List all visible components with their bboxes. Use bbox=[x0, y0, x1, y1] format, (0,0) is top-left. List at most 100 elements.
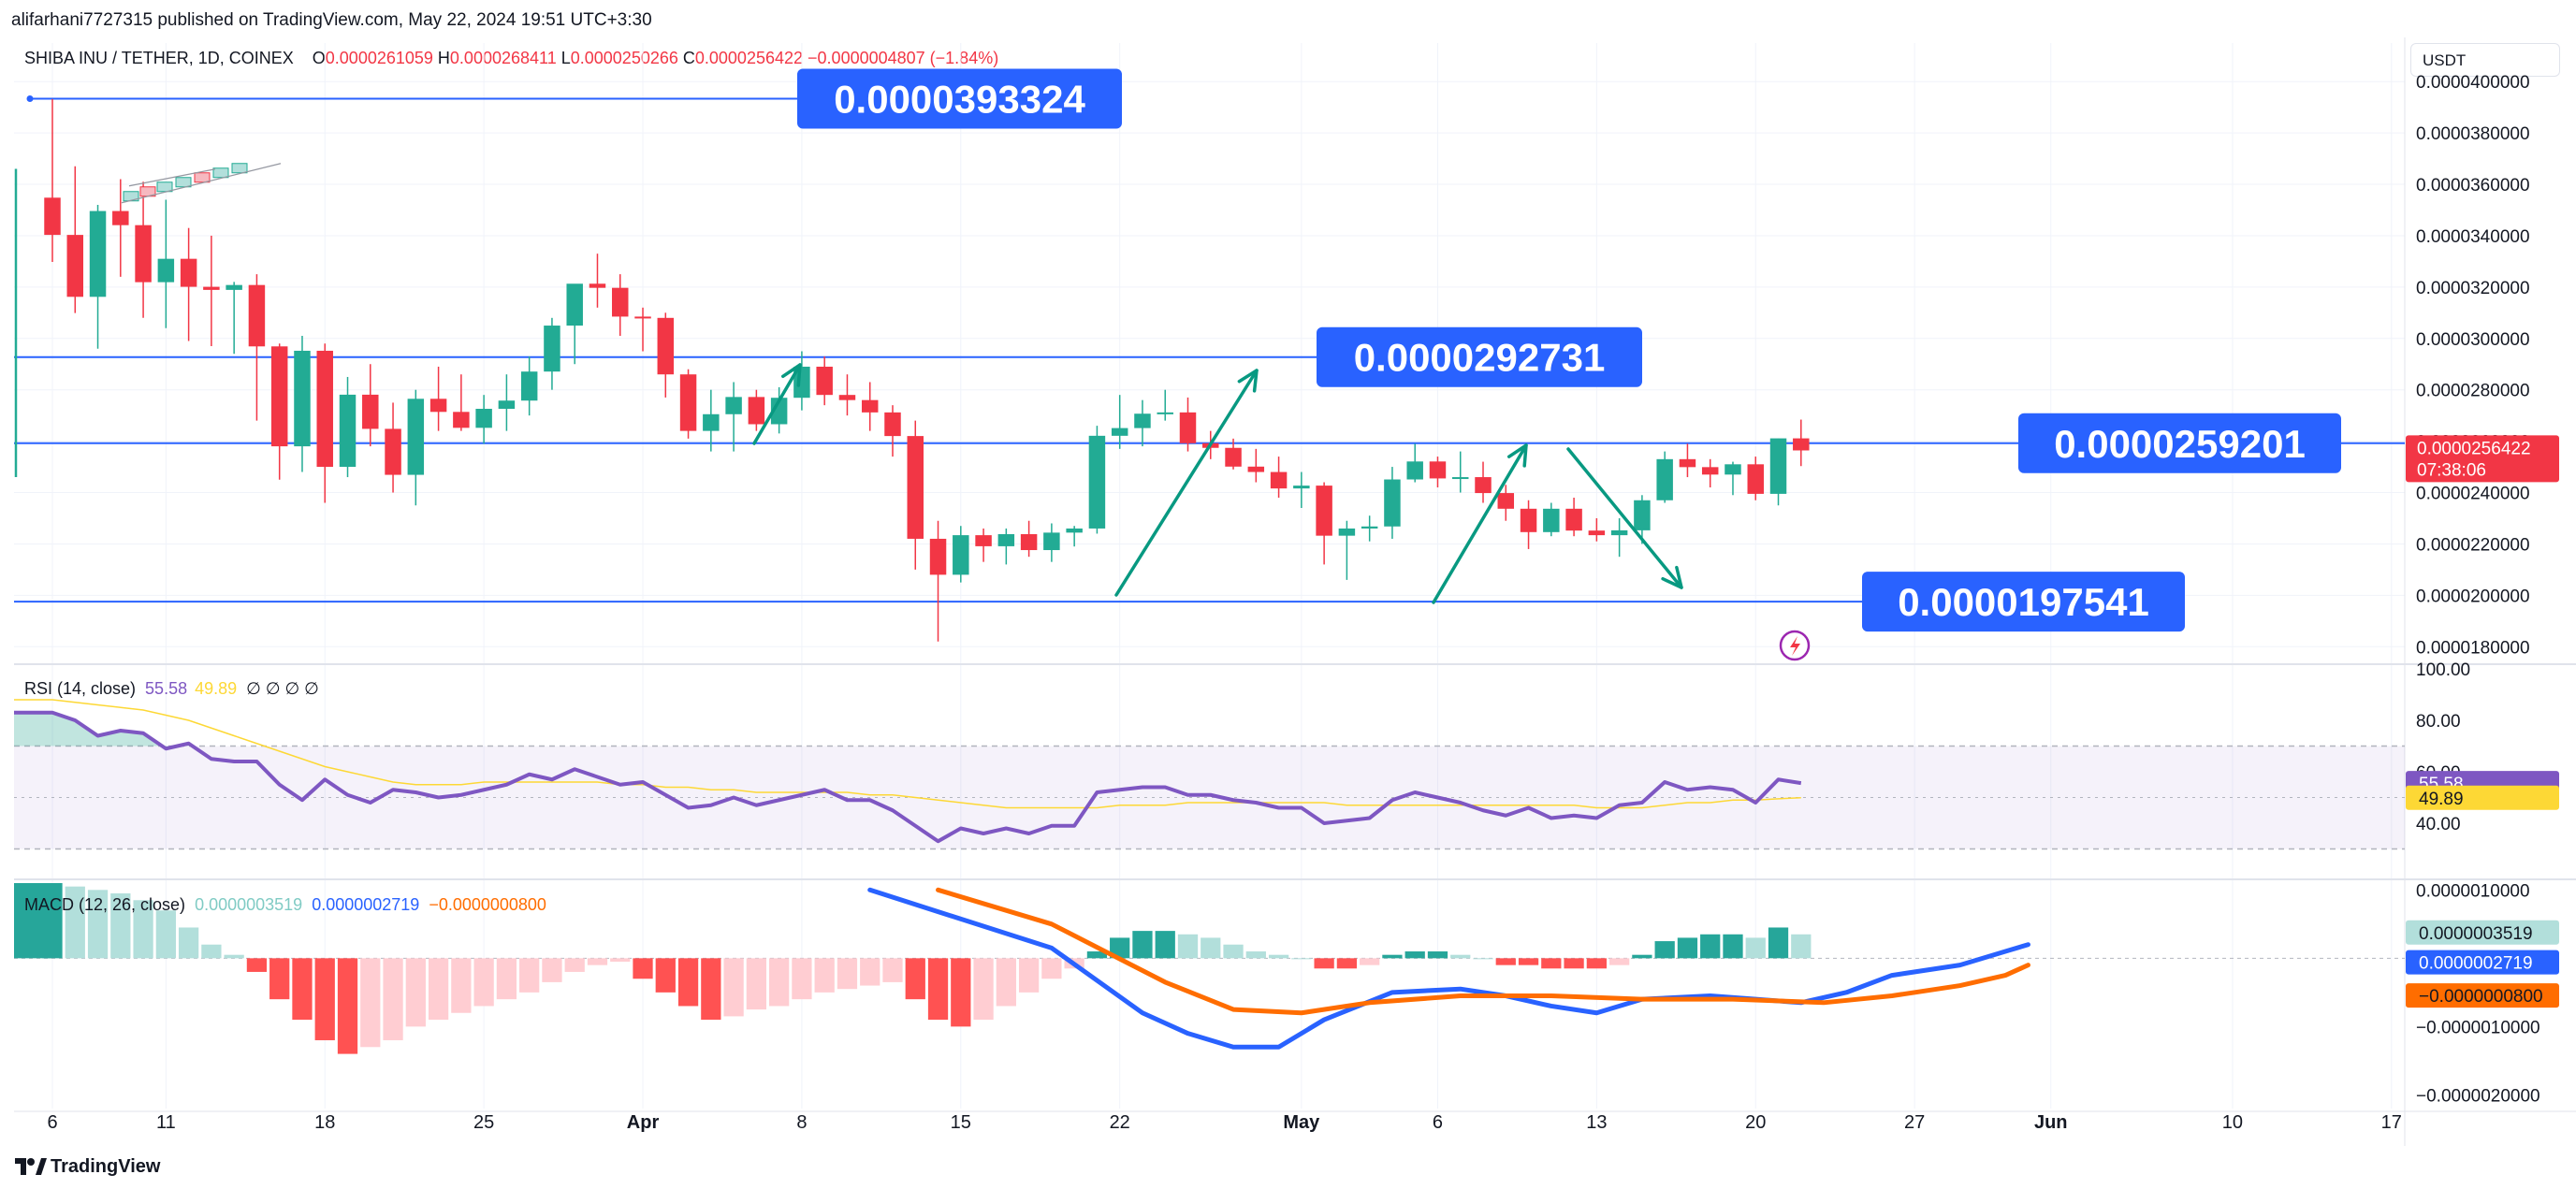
candle-body[interactable] bbox=[612, 287, 629, 317]
candle-body[interactable] bbox=[953, 535, 969, 575]
candle-body[interactable] bbox=[770, 398, 788, 425]
candle-body[interactable] bbox=[203, 286, 220, 290]
candle-body[interactable] bbox=[157, 258, 175, 283]
candle-body[interactable] bbox=[725, 397, 742, 414]
candle-body[interactable] bbox=[1452, 477, 1469, 480]
candle-body[interactable] bbox=[1134, 413, 1151, 428]
candle-body[interactable] bbox=[1111, 428, 1128, 436]
level-label-box[interactable] bbox=[797, 68, 1122, 129]
candle-body[interactable] bbox=[1293, 486, 1310, 489]
candle-body[interactable] bbox=[1066, 528, 1083, 533]
level-label-box[interactable] bbox=[1862, 572, 2185, 632]
candle-body[interactable] bbox=[498, 400, 516, 410]
candle-body[interactable] bbox=[1020, 534, 1038, 551]
candle-body[interactable] bbox=[748, 397, 765, 425]
candle-body[interactable] bbox=[44, 197, 61, 236]
level-label-box[interactable] bbox=[2018, 413, 2341, 473]
candle-body[interactable] bbox=[135, 225, 152, 283]
candle-body[interactable] bbox=[861, 399, 879, 413]
candle-body[interactable] bbox=[1361, 526, 1378, 529]
candle-body[interactable] bbox=[1610, 529, 1628, 536]
candle-body[interactable] bbox=[1475, 477, 1492, 494]
trend-arrow[interactable] bbox=[1566, 447, 1683, 589]
candle-body[interactable] bbox=[975, 535, 992, 546]
level-label-box[interactable] bbox=[1317, 326, 1642, 387]
candle-body[interactable] bbox=[816, 366, 833, 396]
candle-body[interactable] bbox=[1088, 435, 1106, 529]
candle-body[interactable] bbox=[634, 316, 651, 319]
candle-body[interactable] bbox=[1747, 464, 1764, 494]
symbol-title[interactable]: SHIBA INU / TETHER, 1D, COINEX bbox=[24, 49, 294, 67]
candle-body[interactable] bbox=[1656, 458, 1673, 500]
candle-body[interactable] bbox=[429, 399, 447, 413]
time-axis[interactable]: 6 11 18 25 Apr 8 15 22 May 6 13 20 27 Jun 10 17 bbox=[47, 1112, 2401, 1133]
candle-body[interactable] bbox=[339, 394, 357, 468]
trend-arrow[interactable] bbox=[752, 363, 802, 445]
macd-line[interactable] bbox=[867, 887, 2030, 1050]
candlestick-series[interactable] bbox=[14, 98, 1810, 642]
candle-body[interactable] bbox=[475, 409, 492, 428]
candle-body[interactable] bbox=[180, 258, 197, 287]
candle-body[interactable] bbox=[1543, 508, 1560, 532]
candle-body[interactable] bbox=[1179, 412, 1197, 443]
candle-body[interactable] bbox=[453, 412, 470, 428]
candle-body[interactable] bbox=[1565, 508, 1582, 531]
candle-body[interactable] bbox=[1701, 467, 1719, 475]
candle-body[interactable] bbox=[1225, 447, 1242, 467]
candle-body[interactable] bbox=[1406, 461, 1423, 480]
horizontal-levels[interactable] bbox=[14, 95, 2405, 603]
candle-body[interactable] bbox=[362, 394, 379, 429]
candle-body[interactable] bbox=[566, 283, 583, 326]
candle-body[interactable] bbox=[544, 326, 560, 372]
candle-body[interactable] bbox=[1429, 461, 1447, 479]
candle-body[interactable] bbox=[1247, 466, 1265, 472]
candle-body[interactable] bbox=[316, 350, 333, 468]
candle-body[interactable] bbox=[703, 413, 720, 431]
price-axis[interactable]: 0.0000400000 0.0000380000 0.0000360000 0.00… bbox=[2406, 73, 2559, 1106]
candle-body[interactable] bbox=[112, 210, 129, 225]
candle-body[interactable] bbox=[1497, 493, 1515, 509]
current-price-tag[interactable] bbox=[2406, 435, 2559, 483]
candle-body[interactable] bbox=[679, 374, 697, 431]
candle-body[interactable] bbox=[1769, 438, 1787, 494]
candle-body[interactable] bbox=[838, 395, 856, 400]
rsi-pane[interactable]: RSI (14, close) 55.58 49.89 ∅ ∅ ∅ ∅ bbox=[14, 679, 2405, 850]
candle-body[interactable] bbox=[270, 346, 288, 447]
candle-body[interactable] bbox=[520, 371, 538, 401]
candle-body[interactable] bbox=[294, 350, 311, 447]
candle-body[interactable] bbox=[1679, 458, 1696, 468]
currency-button[interactable]: USDT bbox=[2410, 43, 2560, 77]
candle-body[interactable] bbox=[89, 210, 107, 297]
trend-arrows[interactable] bbox=[752, 363, 1683, 604]
candle-body[interactable] bbox=[589, 283, 606, 288]
trend-arrow[interactable] bbox=[1114, 369, 1259, 597]
candle-body[interactable] bbox=[66, 235, 84, 297]
candle-body[interactable] bbox=[907, 436, 924, 539]
candle-body[interactable] bbox=[1520, 508, 1537, 532]
candle-body[interactable] bbox=[1588, 530, 1606, 536]
rsi-line[interactable] bbox=[14, 710, 1802, 844]
candle-body[interactable] bbox=[1043, 532, 1060, 551]
candle-body[interactable] bbox=[657, 317, 675, 375]
candle-body[interactable] bbox=[385, 428, 401, 475]
candle-body[interactable] bbox=[226, 284, 242, 290]
candle-body[interactable] bbox=[407, 399, 425, 475]
candle-body[interactable] bbox=[1793, 438, 1810, 451]
candle-body[interactable] bbox=[884, 412, 901, 437]
time-tick-label: 22 bbox=[1110, 1112, 1130, 1133]
signal-line[interactable] bbox=[936, 887, 2030, 1016]
macd-pane[interactable]: MACD (12, 26, close) 0.0000003519 0.000000… bbox=[14, 883, 2405, 1054]
level-labels[interactable]: 0.0000393324 0.0000292731 0.0000259201 0.00… bbox=[797, 68, 2341, 632]
candle-body[interactable] bbox=[997, 534, 1015, 546]
candle-body[interactable] bbox=[929, 538, 947, 575]
candle-body[interactable] bbox=[1270, 471, 1288, 489]
candle-body[interactable] bbox=[1725, 464, 1741, 475]
candle-body[interactable] bbox=[1634, 500, 1651, 530]
candle-body[interactable] bbox=[1157, 412, 1173, 414]
trend-arrow[interactable] bbox=[1432, 443, 1528, 604]
candle-body[interactable] bbox=[1384, 479, 1401, 527]
candle-body[interactable] bbox=[1316, 486, 1332, 536]
candle-body[interactable] bbox=[1338, 528, 1356, 536]
candle-body[interactable] bbox=[248, 284, 266, 347]
